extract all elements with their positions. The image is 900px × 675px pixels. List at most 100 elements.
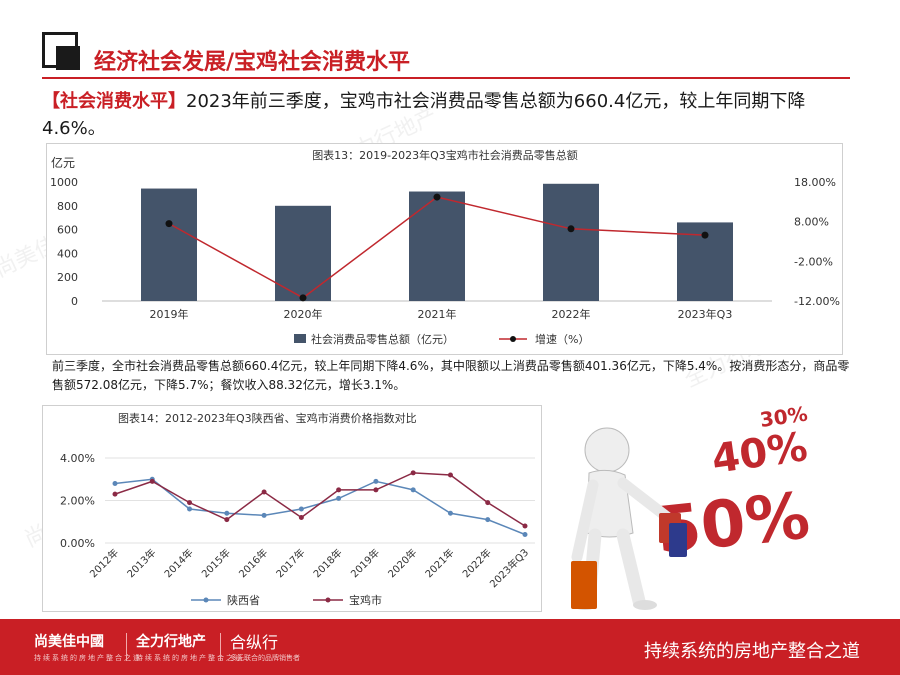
- point-shaanxi: [373, 478, 379, 484]
- footer-brand-hezongxing-sub: 多元联合的品牌销售者: [230, 654, 300, 662]
- x-tick-label: 2013年: [124, 546, 158, 580]
- point-baoji: [149, 478, 155, 484]
- bar-retail-sales: [141, 188, 197, 301]
- growth-point: [165, 220, 173, 228]
- point-shaanxi: [112, 481, 118, 486]
- y-tick-label: 2.00%: [60, 495, 95, 508]
- shopping-figure-illustration: 30% 40% 50%: [549, 402, 861, 615]
- shopping-bag-orange: [571, 561, 597, 609]
- point-shaanxi: [447, 510, 453, 516]
- legend-label-shaanxi: 陕西省: [227, 593, 260, 607]
- point-baoji: [373, 487, 379, 493]
- discount-40-label: 40%: [709, 424, 810, 483]
- chart-retail-sales: 图表13：2019-2023年Q3宝鸡市社会消费品零售总额 亿元 0 200 400…: [46, 143, 843, 355]
- point-shaanxi: [298, 506, 304, 512]
- footer-brand-shangmeijia: 尚美佳中國: [34, 634, 104, 650]
- footer-separator: [126, 633, 127, 661]
- point-shaanxi: [187, 506, 193, 512]
- chart-cpi-svg: 图表14：2012-2023年Q3陕西省、宝鸡市消费价格指数对比 0.00% 2.…: [60, 411, 535, 607]
- y-left-tick-label: 400: [57, 247, 78, 260]
- description-paragraph: 前三季度，全市社会消费品零售总额660.4亿元，较上年同期下降4.6%，其中限额…: [52, 359, 850, 392]
- y-right-tick-label: -12.00%: [794, 295, 840, 308]
- x-tick-label: 2021年: [418, 307, 457, 321]
- legend-label-growth: 增速（%）: [535, 332, 589, 346]
- x-tick-label: 2015年: [199, 546, 233, 580]
- point-shaanxi: [261, 512, 267, 518]
- bar-retail-sales: [275, 205, 331, 301]
- legend-marker-baoji: [325, 597, 331, 603]
- x-tick-label: 2020年: [284, 307, 323, 321]
- point-shaanxi: [336, 495, 342, 501]
- line-baoji: [114, 472, 526, 527]
- growth-point: [299, 294, 307, 302]
- point-shaanxi: [485, 517, 491, 523]
- x-tick-label: 2023年Q3: [678, 307, 733, 321]
- x-tick-label: 2012年: [87, 546, 121, 580]
- footer-separator: [220, 633, 221, 661]
- point-baoji: [522, 523, 528, 529]
- x-tick-label: 2018年: [310, 546, 344, 580]
- point-baoji: [112, 491, 118, 497]
- y-left-tick-label: 1000: [50, 176, 78, 189]
- y-left-tick-label: 600: [57, 224, 78, 237]
- x-tick-label: 2022年: [552, 307, 591, 321]
- x-tick-label: 2021年: [422, 546, 456, 580]
- y-tick-label: 0.00%: [60, 537, 95, 550]
- line-shaanxi: [114, 478, 526, 536]
- legend-label-sales: 社会消费品零售总额（亿元）: [311, 332, 454, 346]
- growth-point: [567, 225, 575, 233]
- point-baoji: [261, 489, 267, 495]
- x-tick-label: 2017年: [273, 546, 307, 580]
- x-tick-label: 2014年: [161, 546, 195, 580]
- bar-retail-sales: [409, 191, 465, 301]
- point-baoji: [336, 487, 342, 493]
- y-tick-label: 4.00%: [60, 452, 95, 465]
- y-left-tick-label: 800: [57, 200, 78, 213]
- footer-brand-hezongxing: 合纵行: [230, 633, 279, 652]
- x-tick-label: 2020年: [385, 546, 419, 580]
- chart-cpi-comparison: 图表14：2012-2023年Q3陕西省、宝鸡市消费价格指数对比 0.00% 2.…: [42, 405, 542, 612]
- point-baoji: [187, 500, 193, 506]
- point-baoji: [224, 517, 230, 523]
- legend-swatch-marker: [510, 336, 516, 342]
- y-right-tick-label: 8.00%: [794, 216, 829, 229]
- chart1-y-unit: 亿元: [51, 155, 75, 170]
- header-divider: [42, 77, 850, 79]
- intro-text: 2023年前三季度，宝鸡市社会消费品零售总额为660.4亿元，较上年同期下降4.…: [42, 91, 806, 139]
- point-shaanxi: [522, 532, 528, 537]
- illustration-svg: 30% 40% 50%: [571, 402, 813, 610]
- chart1-title: 图表13：2019-2023年Q3宝鸡市社会消费品零售总额: [312, 148, 578, 162]
- page-title: 经济社会发展/宝鸡社会消费水平: [94, 50, 411, 75]
- shopping-bag-blue: [669, 523, 687, 557]
- legend-swatch-bar: [294, 334, 306, 343]
- growth-point: [433, 193, 441, 201]
- intro-tag: 【社会消费水平】: [42, 91, 186, 112]
- y-left-tick-label: 200: [57, 271, 78, 284]
- x-tick-label: 2022年: [460, 546, 494, 580]
- chart-retail-sales-svg: 图表13：2019-2023年Q3宝鸡市社会消费品零售总额 亿元 0 200 400…: [50, 148, 840, 346]
- point-shaanxi: [224, 510, 230, 516]
- footer-bar: 尚美佳中國 持续系统的房地产整合之道 全力行地产 持续系统的房地产整合之道 合纵…: [0, 619, 900, 675]
- footer-brand-shangmeijia-sub: 持续系统的房地产整合之道: [34, 654, 142, 662]
- footer-brand-quanlixing: 全力行地产: [136, 634, 206, 650]
- x-tick-label: 2019年: [150, 307, 189, 321]
- growth-point: [701, 231, 709, 239]
- y-right-tick-label: -2.00%: [794, 255, 833, 268]
- x-tick-label: 2016年: [236, 546, 270, 580]
- footer-brand-quanlixing-sub: 持续系统的房地产整合之道: [136, 654, 244, 662]
- chart2-title: 图表14：2012-2023年Q3陕西省、宝鸡市消费价格指数对比: [118, 411, 417, 425]
- footer-slogan: 持续系统的房地产整合之道: [644, 641, 860, 662]
- point-baoji: [485, 500, 491, 506]
- legend-marker-shaanxi: [203, 597, 209, 603]
- legend-label-baoji: 宝鸡市: [349, 593, 382, 607]
- header-logo-box-fill: [56, 46, 80, 70]
- point-baoji: [447, 472, 453, 478]
- point-baoji: [298, 515, 304, 520]
- x-tick-label: 2023年Q3: [487, 546, 531, 590]
- y-right-tick-label: 18.00%: [794, 176, 836, 189]
- y-left-tick-label: 0: [71, 295, 78, 308]
- point-shaanxi: [410, 487, 416, 493]
- point-baoji: [410, 470, 416, 476]
- x-tick-label: 2019年: [348, 546, 382, 580]
- intro-paragraph: 【社会消费水平】2023年前三季度，宝鸡市社会消费品零售总额为660.4亿元，较…: [42, 88, 857, 142]
